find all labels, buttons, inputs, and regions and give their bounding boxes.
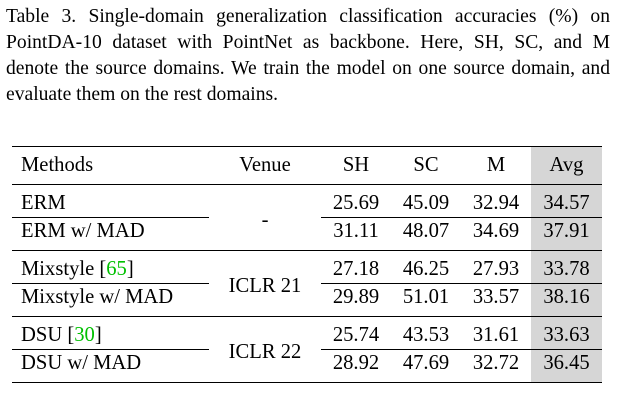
method-name: ERM w/ MAD [21,220,145,242]
sc-cell: 47.69 [391,349,461,383]
venue-cell: ICLR 21 [209,250,321,317]
header-methods: Methods [12,146,209,185]
m-cell: 32.94 [461,184,531,218]
table-row: DSU [30] ICLR 22 25.74 43.53 31.61 33.63 [12,316,602,383]
method-name: ERM [21,192,66,214]
header-sh: SH [321,146,391,185]
sh-cell: 25.69 [321,184,391,218]
method-cell: ERM [12,184,209,218]
table-row: ERM - 25.69 45.09 32.94 34.57 [12,184,602,251]
citation-link[interactable]: 30 [74,324,95,346]
method-name: Mixstyle [21,258,95,280]
m-cell: 34.69 [461,217,531,251]
table-group-dsu: DSU [30] ICLR 22 25.74 43.53 31.61 33.63… [12,316,602,383]
table-row: ERM w/ MAD 31.11 48.07 34.69 37.91 [12,217,602,251]
table-group-mixstyle: Mixstyle [65] ICLR 21 27.18 46.25 27.93 … [12,250,602,317]
header-m: M [461,146,531,185]
header-venue: Venue [209,146,321,185]
method-cell: Mixstyle [65] [12,250,209,284]
avg-cell: 33.78 [531,250,602,284]
table-row: Mixstyle w/ MAD 29.89 51.01 33.57 38.16 [12,283,602,317]
method-cell: ERM w/ MAD [12,217,209,251]
method-cell: DSU w/ MAD [12,349,209,383]
venue-cell: - [209,184,321,251]
venue-cell: ICLR 22 [209,316,321,383]
avg-cell-best: 36.45 [531,349,602,383]
method-cell: DSU [30] [12,316,209,350]
sc-cell: 45.09 [391,184,461,218]
m-cell: 32.72 [461,349,531,383]
table-header-row: Methods Venue SH SC M Avg [12,146,602,185]
avg-cell: 33.63 [531,316,602,350]
m-cell: 27.93 [461,250,531,284]
sh-cell: 28.92 [321,349,391,383]
method-name: Mixstyle w/ MAD [21,286,174,308]
sh-cell: 25.74 [321,316,391,350]
method-cell: Mixstyle w/ MAD [12,283,209,317]
method-name: DSU [21,324,63,346]
table-caption: Table 3. Single-domain generalization cl… [6,6,610,105]
sh-cell: 29.89 [321,283,391,317]
m-cell: 33.57 [461,283,531,317]
table-row: DSU w/ MAD 28.92 47.69 32.72 36.45 [12,349,602,383]
citation-link[interactable]: 65 [106,258,127,280]
sc-cell: 51.01 [391,283,461,317]
method-name: DSU w/ MAD [21,352,142,374]
header-sc: SC [391,146,461,185]
sc-cell: 46.25 [391,250,461,284]
table-group-erm: ERM - 25.69 45.09 32.94 34.57 ERM w/ MAD… [12,184,602,251]
results-table: Methods Venue SH SC M Avg ERM - 25.69 45… [12,146,602,383]
sc-cell: 43.53 [391,316,461,350]
header-avg: Avg [531,146,602,185]
sh-cell: 31.11 [321,217,391,251]
m-cell: 31.61 [461,316,531,350]
avg-cell: 34.57 [531,184,602,218]
table-row: Mixstyle [65] ICLR 21 27.18 46.25 27.93 … [12,250,602,317]
avg-cell-best: 38.16 [531,283,602,317]
sc-cell: 48.07 [391,217,461,251]
avg-cell-best: 37.91 [531,217,602,251]
sh-cell: 27.18 [321,250,391,284]
